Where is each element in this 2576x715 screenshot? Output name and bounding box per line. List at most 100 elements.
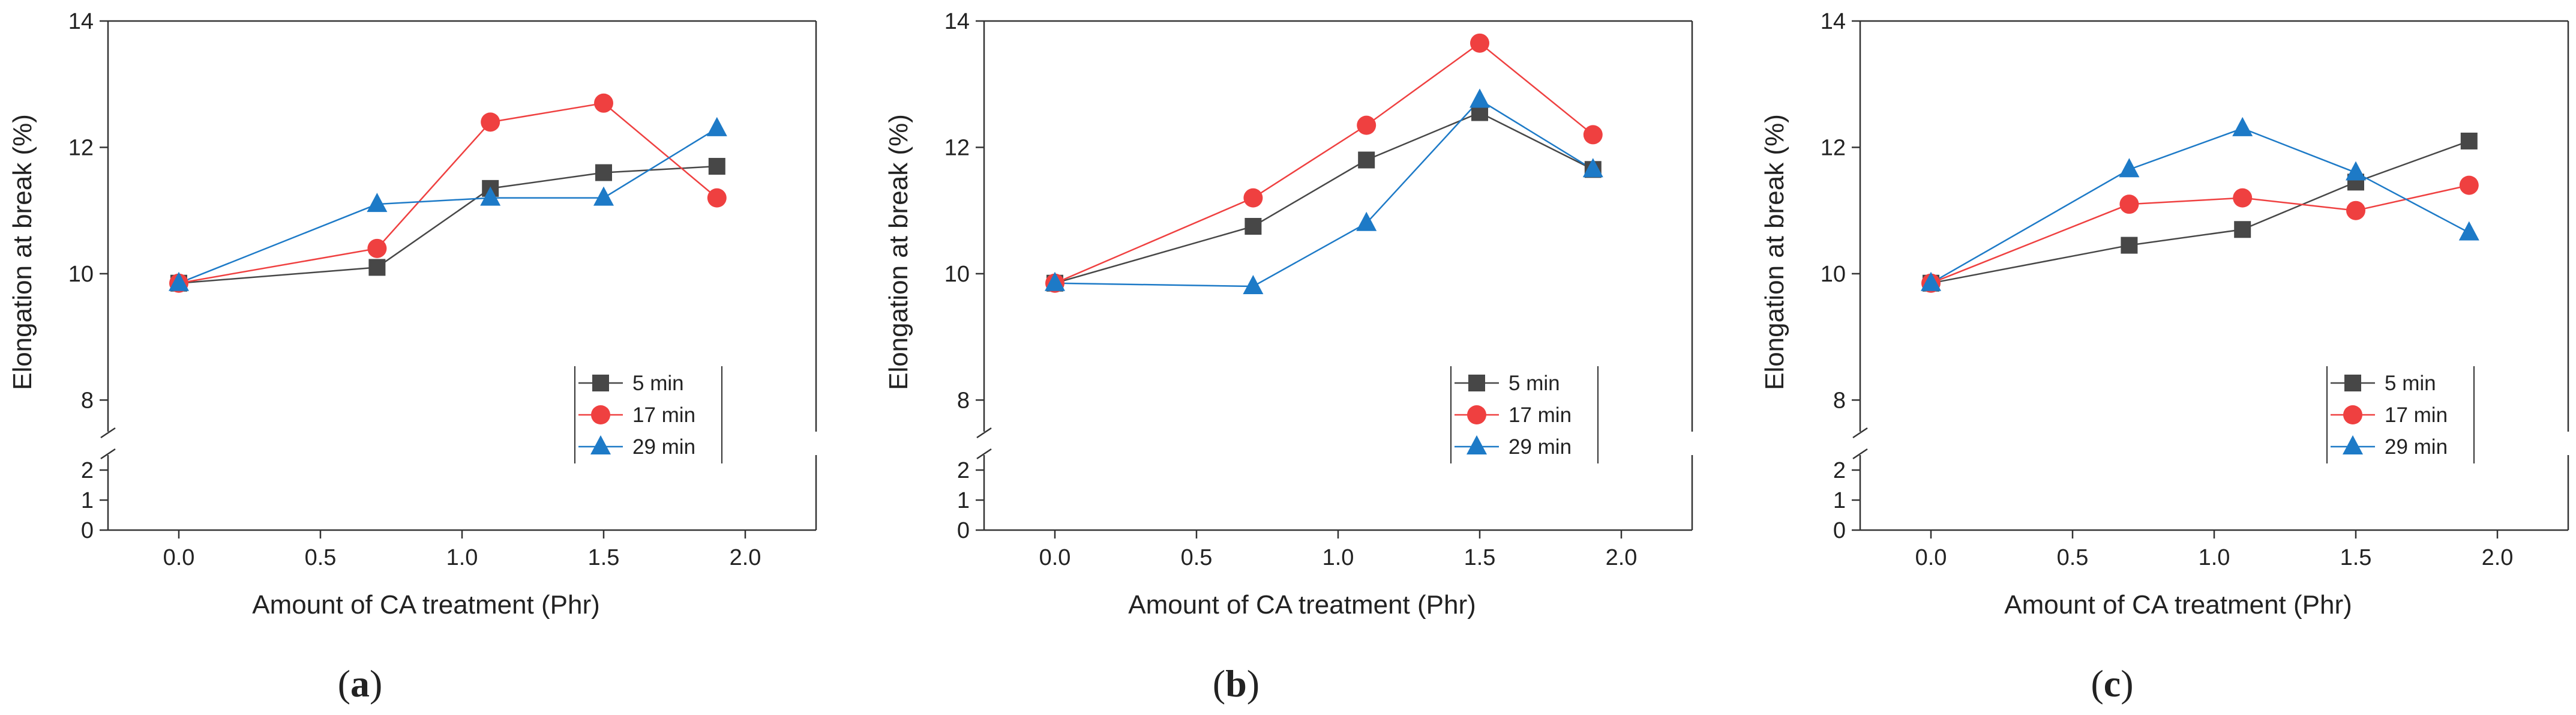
axis-break-mark: [100, 448, 116, 460]
data-point-17-min: [2346, 201, 2365, 220]
y-axis-label: Elongation at break (%): [1760, 114, 1789, 390]
data-point-29-min: [367, 193, 388, 213]
y-tick-label: 10: [944, 262, 970, 287]
y-tick-label: 8: [1833, 388, 1846, 413]
data-point-17-min: [594, 93, 613, 113]
data-point-17-min: [1583, 125, 1603, 145]
y-tick-label: 14: [1821, 9, 1846, 34]
caption-part: b: [1225, 662, 1247, 705]
x-tick-label: 0.5: [305, 545, 337, 570]
x-tick-label: 1.5: [1464, 545, 1496, 570]
legend: 5 min 17 min 29 min: [2326, 366, 2475, 463]
y-tick-label: 8: [81, 388, 94, 413]
data-point-17-min: [2459, 175, 2479, 195]
x-tick-label: 2.0: [1606, 545, 1638, 570]
axis-break-mark: [1852, 427, 1868, 439]
data-point-5-min: [708, 158, 725, 175]
y-tick-label: 2: [1833, 458, 1846, 483]
data-point-17-min: [1470, 33, 1489, 53]
y-tick-label: 14: [68, 9, 94, 34]
data-point-29-min: [2458, 221, 2479, 241]
data-point-29-min: [1045, 271, 1065, 291]
x-axis-label: Amount of CA treatment (Phr): [252, 590, 600, 620]
y-axis-label: Elongation at break (%): [8, 114, 37, 390]
x-tick-label: 2.0: [2482, 545, 2514, 570]
data-point-29-min: [2119, 158, 2140, 178]
data-point-17-min: [367, 238, 387, 258]
y-tick-label: 1: [957, 488, 970, 513]
legend-label-29-min: 29 min: [1509, 435, 1572, 459]
legend-label-29-min: 29 min: [2385, 435, 2448, 459]
caption-part: ): [370, 662, 382, 705]
x-axis-label: Amount of CA treatment (Phr): [1128, 590, 1476, 620]
legend-marker-5-min: [1468, 375, 1485, 391]
data-point-29-min: [1356, 211, 1377, 231]
data-point-5-min: [2460, 132, 2478, 149]
data-point-17-min: [1243, 188, 1263, 208]
y-tick-label: 0: [81, 518, 94, 543]
axis-break-mark: [1852, 448, 1868, 460]
data-point-29-min: [169, 271, 189, 291]
data-point-29-min: [2232, 116, 2253, 136]
legend-label-17-min: 17 min: [1509, 403, 1572, 427]
caption-part: (: [2091, 662, 2103, 705]
x-tick-label: 1.0: [1323, 545, 1354, 570]
data-point-29-min: [1921, 271, 1941, 291]
legend-marker-29-min: [590, 435, 611, 454]
legend: 5 min 17 min 29 min: [574, 366, 722, 463]
x-tick-label: 0.0: [1915, 545, 1947, 570]
series-line-5-min: [1054, 112, 1594, 284]
x-tick-label: 1.5: [2340, 545, 2372, 570]
legend-label-5-min: 5 min: [2385, 372, 2436, 395]
series-line-5-min: [1930, 140, 2470, 284]
x-tick-label: 1.0: [446, 545, 478, 570]
y-tick-label: 1: [1833, 488, 1846, 513]
series-line-29-min: [1054, 98, 1594, 288]
data-point-5-min: [1244, 218, 1262, 235]
data-point-17-min: [2119, 195, 2139, 214]
legend-marker-17-min: [591, 405, 610, 424]
caption-part: (: [1213, 662, 1225, 705]
legend-label-29-min: 29 min: [632, 435, 695, 459]
data-point-29-min: [480, 186, 501, 206]
data-point-29-min: [1582, 158, 1603, 178]
data-point-5-min: [368, 259, 386, 276]
series-line-29-min: [178, 127, 718, 284]
data-point-5-min: [1358, 151, 1375, 169]
series-line-17-min: [178, 102, 718, 284]
y-tick-label: 1: [81, 488, 94, 513]
data-point-5-min: [595, 164, 612, 181]
legend-label-5-min: 5 min: [1509, 372, 1560, 395]
y-tick-label: 2: [957, 458, 970, 483]
axis-break-mark: [100, 427, 116, 439]
legend-label-17-min: 17 min: [632, 403, 695, 427]
legend-marker-17-min: [2343, 405, 2362, 424]
data-point-17-min: [707, 188, 727, 208]
x-tick-label: 1.5: [588, 545, 620, 570]
x-tick-label: 0.0: [1039, 545, 1071, 570]
x-tick-label: 0.0: [163, 545, 195, 570]
legend-marker-29-min: [2343, 435, 2363, 454]
legend-label-17-min: 17 min: [2385, 403, 2448, 427]
series-line-29-min: [1930, 127, 2470, 284]
data-point-29-min: [1470, 88, 1490, 108]
panel-caption: (c): [2091, 662, 2133, 705]
data-point-29-min: [2346, 161, 2366, 181]
legend-marker-5-min: [592, 375, 609, 391]
y-tick-label: 12: [944, 135, 970, 160]
data-point-29-min: [593, 186, 614, 206]
panel-caption: (b): [1213, 662, 1259, 705]
caption-part: a: [350, 662, 370, 705]
caption-part: c: [2104, 662, 2121, 705]
y-tick-label: 0: [1833, 518, 1846, 543]
data-point-29-min: [1243, 274, 1264, 294]
axis-break-mark: [976, 448, 992, 460]
y-tick-label: 12: [68, 135, 94, 160]
y-tick-label: 14: [944, 9, 970, 34]
axis-break-mark: [976, 427, 992, 439]
caption-part: ): [1247, 662, 1259, 705]
